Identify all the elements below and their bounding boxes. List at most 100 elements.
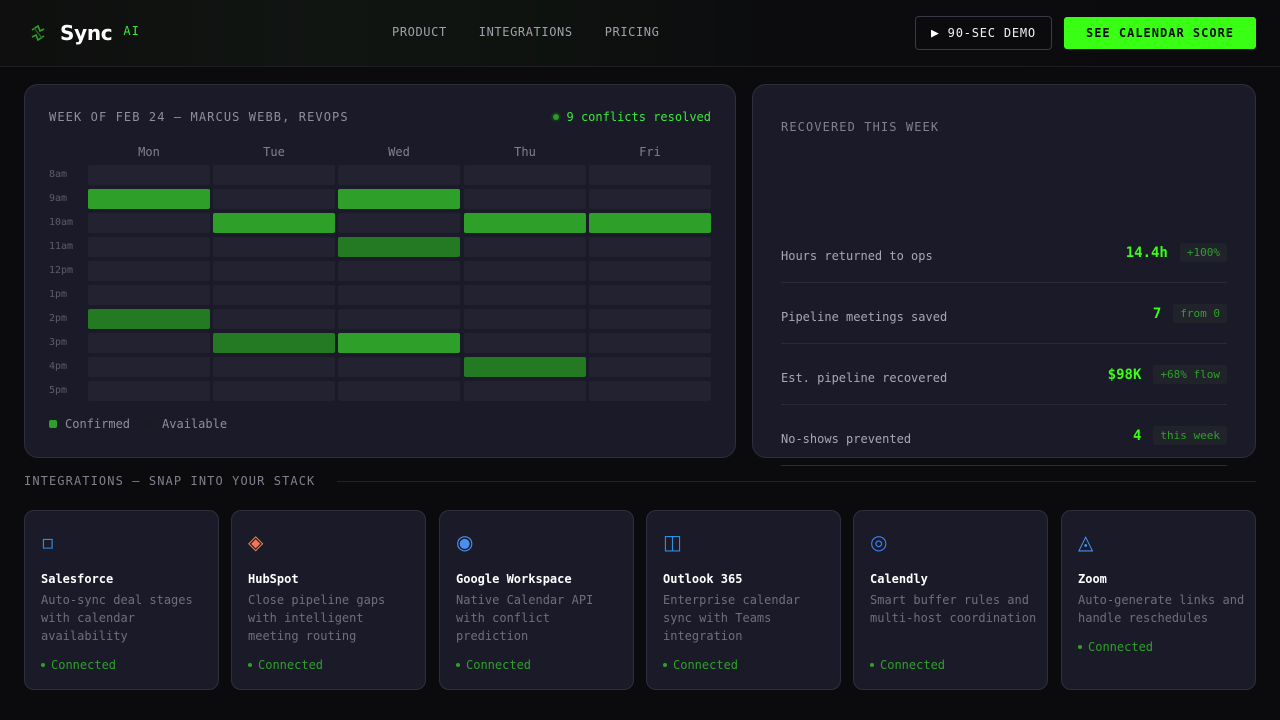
integration-description: Close pipeline gaps with intelligent mee… (248, 593, 386, 643)
integration-card-outlook-365[interactable]: ◫ Outlook 365 Enterprise calendar sync wit… (646, 510, 841, 690)
calendar-title: WEEK OF FEB 24 — MARCUS WEBB, REVOPS (49, 110, 349, 124)
calendar-slot-confirmed[interactable] (338, 333, 460, 353)
calendar-slot-available[interactable] (88, 357, 210, 377)
calendar-slot-available[interactable] (464, 165, 586, 185)
calendar-score-button[interactable]: SEE CALENDAR SCORE (1064, 17, 1256, 49)
calendar-slot-available[interactable] (464, 309, 586, 329)
calendar-slot-available[interactable] (589, 261, 711, 281)
metric-label: Pipeline meetings saved (781, 310, 948, 324)
integrations-heading: INTEGRATIONS — SNAP INTO YOUR STACK (24, 474, 316, 488)
metric-value: 7 (1152, 305, 1162, 322)
integration-card-hubspot[interactable]: ◈ HubSpot Close pipeline gaps with intelli… (231, 510, 426, 690)
metric-value: $98K (1107, 366, 1142, 383)
calendar-slot-available[interactable] (88, 381, 210, 401)
hour-label: 4pm (49, 361, 68, 372)
nav-product[interactable]: PRODUCT (392, 25, 447, 39)
integration-description: Enterprise calendar sync with Teams inte… (663, 593, 801, 643)
calendar-slot-available[interactable] (213, 381, 335, 401)
calendar-slot-confirmed[interactable] (213, 213, 335, 233)
metric-value: 4 (1132, 427, 1142, 444)
calendar-slot-available[interactable] (213, 237, 335, 257)
calendar-slot-available[interactable] (589, 165, 711, 185)
day-header-wed: Wed (388, 145, 410, 159)
calendar-slot-available[interactable] (464, 285, 586, 305)
integration-name: HubSpot (248, 572, 299, 586)
calendar-slot-confirmed[interactable] (213, 333, 335, 353)
hour-label: 5pm (49, 385, 68, 396)
metric-values: 7 from 0 (1153, 304, 1227, 323)
nav-pricing[interactable]: PRICING (604, 25, 660, 39)
integration-status: Connected (456, 658, 531, 672)
calendar-slot-available[interactable] (338, 213, 460, 233)
calendar-slot-available[interactable] (589, 189, 711, 209)
sync-logo-icon (31, 24, 45, 42)
calendar-slot-available[interactable] (338, 285, 460, 305)
calendar-slot-available[interactable] (88, 165, 210, 185)
conflicts-badge: 9 conflicts resolved (552, 110, 711, 124)
metric-label: No-shows prevented (781, 432, 912, 446)
status-dot-icon (1078, 645, 1082, 649)
integration-status-label: Connected (466, 658, 532, 672)
calendar-slot-available[interactable] (213, 261, 335, 281)
calendar-slot-confirmed[interactable] (88, 309, 210, 329)
calendar-slot-available[interactable] (338, 357, 460, 377)
hour-label: 1pm (49, 289, 68, 300)
calendar-slot-available[interactable] (88, 285, 210, 305)
metric-badge: this week (1153, 426, 1227, 445)
logo[interactable]: Sync AI (28, 20, 140, 46)
nav-integrations[interactable]: INTEGRATIONS (478, 25, 573, 39)
calendar-slot-confirmed[interactable] (464, 213, 586, 233)
calendar-slot-available[interactable] (88, 333, 210, 353)
hour-label: 11am (49, 241, 74, 252)
integration-description: Auto-sync deal stages with calendar avai… (41, 593, 193, 643)
calendar-slot-available[interactable] (464, 261, 586, 281)
available-swatch-icon (146, 420, 155, 428)
calendar-slot-available[interactable] (589, 285, 711, 305)
calendar-slot-confirmed[interactable] (464, 357, 586, 377)
calendar-slot-available[interactable] (589, 333, 711, 353)
integration-card-calendly[interactable]: ◎ Calendly Smart buffer rules and multi-ho… (853, 510, 1048, 690)
calendar-slot-available[interactable] (338, 261, 460, 281)
metric-values: 4 this week (1133, 426, 1227, 445)
calendar-slot-available[interactable] (213, 309, 335, 329)
metric-row: No-shows prevented 4 this week (781, 416, 1227, 466)
hour-label: 8am (49, 169, 68, 180)
calendar-slot-available[interactable] (88, 237, 210, 257)
main-nav: PRODUCT INTEGRATIONS PRICING (392, 25, 659, 39)
calendar-slot-confirmed[interactable] (338, 189, 460, 209)
calendar-slot-available[interactable] (589, 309, 711, 329)
calendar-slot-available[interactable] (213, 357, 335, 377)
integration-status: Connected (870, 658, 945, 672)
calendar-slot-available[interactable] (589, 237, 711, 257)
calendar-slot-available[interactable] (88, 213, 210, 233)
calendar-slot-available[interactable] (589, 381, 711, 401)
calendar-slot-available[interactable] (464, 333, 586, 353)
calendar-slot-available[interactable] (464, 237, 586, 257)
integration-card-google-workspace[interactable]: ◉ Google Workspace Native Calendar API wit… (439, 510, 634, 690)
recovered-panel: RECOVERED THIS WEEK Hours returned to op… (752, 84, 1256, 466)
status-dot-icon (552, 114, 559, 120)
calendar-slot-available[interactable] (338, 309, 460, 329)
integration-card-zoom[interactable]: ◬ Zoom Auto-generate links and handle resc… (1061, 510, 1256, 690)
calendar-panel: WEEK OF FEB 24 — MARCUS WEBB, REVOPS 9 c… (24, 84, 736, 458)
calendar-slot-available[interactable] (213, 165, 335, 185)
demo-button[interactable]: ▶ 90-SEC DEMO (915, 16, 1052, 50)
calendar-slot-confirmed[interactable] (88, 189, 210, 209)
calendar-slot-available[interactable] (213, 189, 335, 209)
calendar-slot-available[interactable] (88, 261, 210, 281)
calendar-slot-confirmed[interactable] (338, 237, 460, 257)
calendar-slot-confirmed[interactable] (589, 213, 711, 233)
calendar-slot-available[interactable] (338, 381, 460, 401)
legend-confirmed-label: Confirmed (65, 417, 131, 431)
integration-name: Salesforce (41, 572, 114, 586)
metric-row: Est. pipeline recovered $98K +68% flow (781, 355, 1227, 405)
calendar-slot-available[interactable] (338, 165, 460, 185)
calendar-slot-available[interactable] (589, 357, 711, 377)
calendar-slot-available[interactable] (464, 189, 586, 209)
calendar-slot-available[interactable] (213, 285, 335, 305)
calendar-slot-available[interactable] (464, 381, 586, 401)
day-header-fri: Fri (639, 145, 661, 159)
integration-card-salesforce[interactable]: ▫ Salesforce Auto-sync deal stages with ca… (24, 510, 219, 690)
hubspot-icon: ◈ (248, 530, 264, 554)
hour-label: 12pm (49, 265, 74, 276)
